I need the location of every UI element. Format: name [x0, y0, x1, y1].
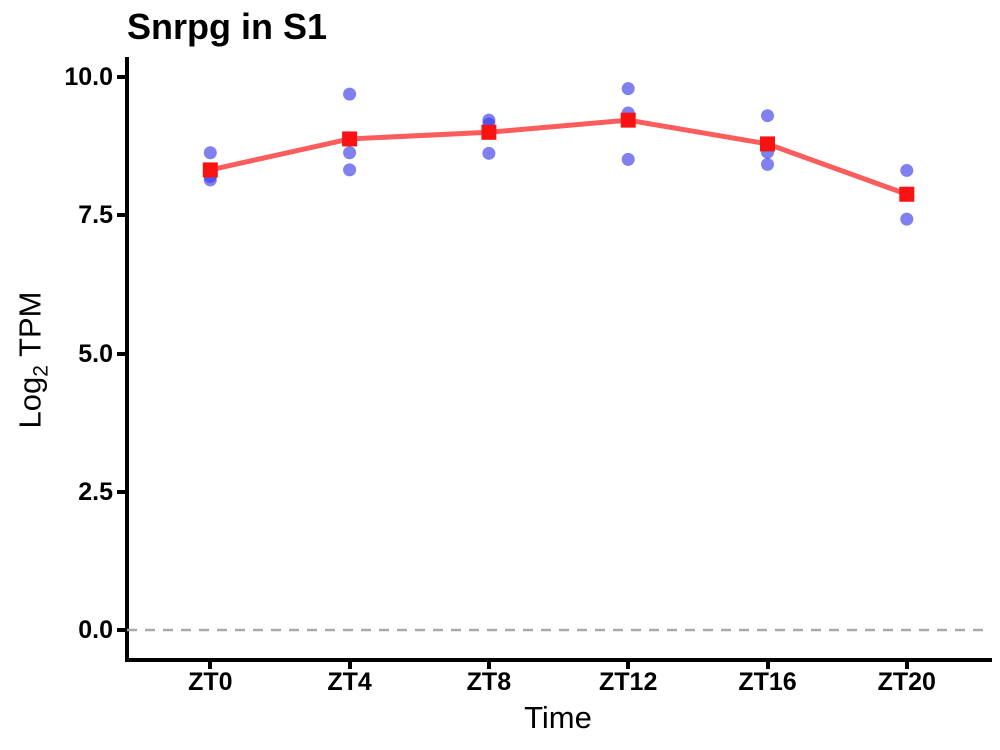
- x-tick-mark: [904, 662, 909, 669]
- y-tick-label: 2.5: [78, 477, 113, 506]
- y-tick-label: 0.0: [78, 616, 113, 644]
- replicate-point: [203, 146, 217, 160]
- replicate-point: [343, 146, 357, 160]
- chart-title: Snrpg in S1: [127, 6, 328, 47]
- y-tick-mark: [117, 489, 125, 494]
- x-tick-mark: [347, 662, 352, 669]
- x-tick-label: ZT20: [877, 668, 936, 696]
- replicate-point: [761, 157, 774, 171]
- mean-marker: [481, 124, 497, 140]
- replicate-point: [900, 212, 914, 226]
- replicate-point: [343, 87, 357, 101]
- y-tick-label: 7.5: [78, 201, 113, 230]
- mean-line: [207, 117, 910, 197]
- mean-marker: [899, 186, 915, 202]
- x-tick-mark: [208, 662, 213, 669]
- mean-marker: [620, 112, 636, 128]
- x-tick-label: ZT12: [599, 668, 658, 696]
- y-axis-line: [125, 57, 129, 662]
- replicate-point: [761, 109, 774, 123]
- y-tick-label: 5.0: [78, 339, 113, 368]
- x-tick-mark: [626, 662, 631, 669]
- x-tick-label: ZT8: [466, 668, 512, 696]
- x-axis-line: [125, 658, 992, 662]
- x-tick-mark: [486, 662, 491, 669]
- mean-marker: [202, 162, 218, 178]
- mean-marker: [342, 131, 358, 147]
- replicate-point: [343, 163, 357, 177]
- x-axis-title: Time: [524, 700, 592, 735]
- y-tick-mark: [117, 628, 125, 632]
- replicate-point: [900, 163, 914, 177]
- y-tick-mark: [117, 213, 125, 218]
- y-tick-mark: [117, 75, 125, 79]
- y-tick-label: 10.0: [64, 63, 113, 91]
- x-tick-label: ZT0: [188, 668, 233, 696]
- replicate-point: [621, 152, 635, 166]
- mean-marker: [760, 136, 775, 152]
- x-tick-label: ZT16: [738, 668, 797, 696]
- replicate-point: [621, 82, 635, 96]
- replicate-point: [482, 146, 496, 160]
- x-tick-mark: [765, 662, 770, 669]
- y-tick-mark: [117, 351, 125, 356]
- x-tick-label: ZT4: [327, 668, 372, 696]
